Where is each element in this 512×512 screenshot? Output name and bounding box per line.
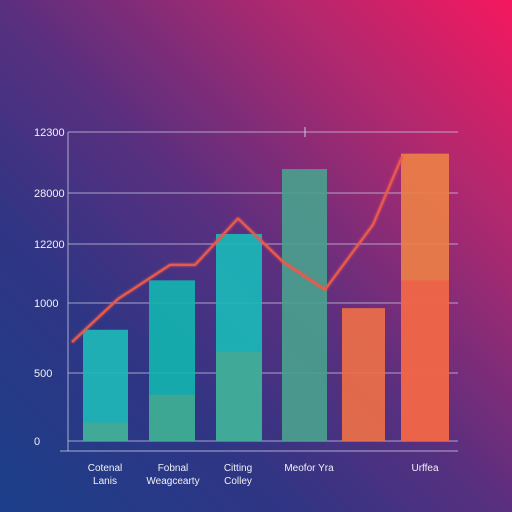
bars [83,153,449,441]
trend-line [71,156,404,343]
x-tick-label: Meofor Yra [284,463,334,474]
x-tick-label: Citting [224,463,252,474]
trend-line-path [71,156,404,343]
y-tick-label: 28000 [34,188,65,200]
bar [282,169,327,441]
y-axis: 12300 28000 12200 1000 500 0 [34,127,65,448]
bar-lower-segment [401,280,449,441]
x-tick-label: Colley [224,476,252,487]
y-tick-label: 12200 [34,239,65,251]
x-axis: Cotenal Lanis Fobnal Weagcearty Citting Colle… [88,463,439,487]
x-tick-label: Lanis [93,476,117,487]
y-tick-label: 1000 [34,298,58,310]
x-tick-label: Urffea [411,463,438,474]
x-tick-label: Cotenal [88,463,122,474]
x-tick-label: Fobnal [158,463,189,474]
bar-lower-segment [216,351,262,441]
y-tick-label: 12300 [34,127,65,139]
bar [342,308,385,441]
bar-lower-segment [149,394,195,441]
y-tick-label: 500 [34,368,52,380]
x-tick-label: Weagcearty [146,476,199,487]
bar-lower-segment [83,422,128,441]
gridlines [60,127,458,452]
y-tick-label: 0 [34,436,40,448]
